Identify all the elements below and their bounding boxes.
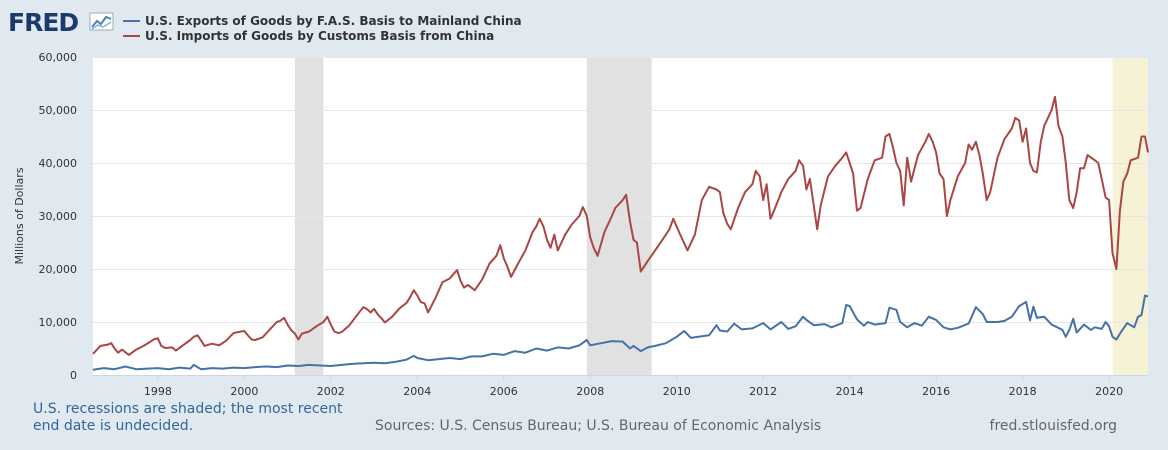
y-tick-label: 30,000	[39, 210, 78, 223]
exports-series-line[interactable]	[92, 294, 1149, 371]
x-tick-label: 2020	[1095, 385, 1123, 398]
x-tick-label: 2006	[490, 385, 518, 398]
y-axis-label: Millions of Dollars	[13, 167, 26, 264]
imports-series-line[interactable]	[92, 95, 1149, 356]
x-tick-label: 2016	[922, 385, 950, 398]
x-tick-label: 2008	[576, 385, 604, 398]
y-axis-ticks: 0 10,000 20,000 30,000 40,000 50,000 60,000	[39, 51, 78, 382]
recession-note-line1: U.S. recessions are shaded; the most rec…	[33, 401, 343, 417]
x-tick-label: 2002	[317, 385, 345, 398]
series-lines	[92, 95, 1149, 371]
y-tick-label: 10,000	[39, 316, 78, 329]
legend-label-exports: U.S. Exports of Goods by F.A.S. Basis to…	[145, 14, 522, 28]
fred-logo-text: FRED	[8, 8, 78, 37]
x-tick-label: 2012	[749, 385, 777, 398]
x-tick-label: 2014	[836, 385, 864, 398]
legend: U.S. Exports of Goods by F.A.S. Basis to…	[123, 14, 522, 43]
x-tick-label: 2004	[403, 385, 431, 398]
y-tick-label: 40,000	[39, 157, 78, 170]
fred-logo[interactable]: FRED	[8, 8, 114, 37]
y-tick-label: 20,000	[39, 263, 78, 276]
legend-item-imports[interactable]: U.S. Imports of Goods by Customs Basis f…	[123, 29, 494, 43]
recession-note-line2: end date is undecided.	[33, 418, 193, 434]
y-tick-label: 50,000	[39, 104, 78, 117]
y-tick-label: 0	[70, 369, 77, 382]
x-tick-label: 2010	[663, 385, 691, 398]
legend-label-imports: U.S. Imports of Goods by Customs Basis f…	[145, 29, 494, 43]
line-chart-icon	[89, 12, 114, 31]
x-tick-label: 1998	[144, 385, 172, 398]
x-tick-label: 2000	[230, 385, 258, 398]
sources-text: Sources: U.S. Census Bureau; U.S. Bureau…	[375, 418, 821, 434]
site-url[interactable]: fred.stlouisfed.org	[990, 418, 1117, 434]
x-axis-ticks: 1998 2000 2002 2004 2006 2008 2010 2012 2014 2016…	[144, 375, 1123, 398]
gridlines	[93, 57, 1148, 323]
y-tick-label: 60,000	[39, 51, 78, 64]
x-tick-label: 2018	[1009, 385, 1037, 398]
legend-item-exports[interactable]: U.S. Exports of Goods by F.A.S. Basis to…	[123, 14, 522, 28]
